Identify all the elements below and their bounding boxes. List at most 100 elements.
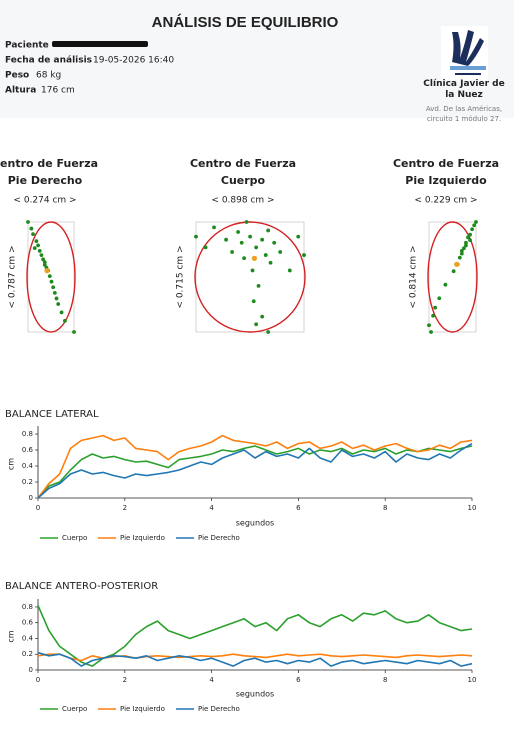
- redacted-name: [52, 41, 148, 47]
- point: [63, 318, 67, 323]
- point: [194, 234, 198, 239]
- confidence-ellipse: [26, 221, 76, 333]
- point: [254, 322, 259, 327]
- point: [239, 240, 244, 245]
- point: [56, 302, 61, 306]
- mean-point: [44, 268, 50, 274]
- report-title: ANÁLISIS DE EQUILIBRIO: [152, 14, 339, 31]
- point: [431, 313, 436, 318]
- x-tick-label: 2: [123, 504, 127, 512]
- panel-subtitle: Pie Derecho: [8, 174, 83, 187]
- point: [429, 330, 433, 334]
- confidence-ellipse: [194, 221, 306, 333]
- point: [260, 237, 265, 242]
- point: [34, 239, 39, 244]
- x-tick-label: 0: [36, 676, 40, 684]
- legend-label: Pie Izquierdo: [120, 534, 165, 542]
- point: [47, 274, 52, 278]
- point: [248, 234, 253, 239]
- panel-title: Centro de Fuerza: [190, 157, 296, 170]
- point: [474, 220, 478, 224]
- point: [230, 250, 234, 254]
- point: [251, 299, 256, 304]
- header-band: [0, 0, 514, 118]
- point: [468, 232, 472, 237]
- series-line: [37, 442, 473, 499]
- point: [52, 290, 57, 295]
- point: [437, 296, 442, 301]
- point: [29, 226, 34, 231]
- height-label: < 0.715 cm >: [176, 245, 186, 308]
- x-axis-label: segundos: [236, 690, 274, 699]
- point: [466, 235, 470, 240]
- y-tick-label: 0.2: [22, 478, 33, 486]
- point: [49, 279, 54, 284]
- y-tick-label: 0: [29, 666, 33, 674]
- x-tick-label: 10: [468, 676, 477, 684]
- point: [51, 285, 56, 290]
- y-tick-label: 0.8: [22, 603, 33, 611]
- panel-subtitle: Pie Izquierdo: [405, 174, 487, 187]
- point: [266, 228, 271, 233]
- point: [59, 310, 64, 315]
- point: [54, 296, 59, 301]
- point: [42, 260, 47, 265]
- height-label: < 0.787 cm >: [8, 245, 18, 308]
- point: [256, 283, 261, 288]
- clinic-logo: [441, 26, 488, 80]
- x-tick-label: 6: [296, 676, 301, 684]
- clinic-name: Clínica Javier de la Nuez: [423, 79, 505, 100]
- point: [31, 232, 35, 237]
- point: [287, 268, 292, 273]
- series-line: [37, 434, 473, 499]
- point: [212, 225, 216, 230]
- point: [302, 253, 306, 257]
- point: [72, 330, 76, 334]
- y-tick-label: 0.6: [22, 619, 34, 627]
- legend-label: Cuerpo: [62, 534, 87, 542]
- point: [459, 251, 464, 256]
- y-tick-label: 0.8: [22, 430, 33, 438]
- point: [37, 249, 42, 253]
- y-tick-label: 0.2: [22, 650, 33, 658]
- x-tick-label: 8: [383, 676, 387, 684]
- x-tick-label: 8: [383, 504, 387, 512]
- point: [472, 223, 477, 228]
- y-axis-label: cm: [7, 630, 16, 642]
- chart-title: BALANCE LATERAL: [5, 409, 99, 420]
- confidence-ellipse: [427, 221, 478, 333]
- x-tick-label: 2: [123, 676, 127, 684]
- x-tick-label: 4: [209, 504, 214, 512]
- point: [244, 220, 249, 224]
- point: [464, 240, 468, 245]
- field-value: 19-05-2026 16:40: [93, 56, 174, 66]
- series-line: [37, 651, 473, 667]
- point: [266, 330, 271, 334]
- point: [242, 256, 247, 261]
- width-label: < 0.229 cm >: [414, 196, 477, 206]
- field-value: 176 cm: [41, 86, 75, 96]
- legend-label: Pie Izquierdo: [120, 705, 165, 713]
- point: [464, 243, 468, 248]
- point: [470, 227, 475, 232]
- x-tick-label: 10: [468, 504, 477, 512]
- point: [427, 323, 431, 328]
- point: [461, 246, 466, 251]
- point: [468, 238, 472, 243]
- point: [457, 255, 462, 260]
- x-tick-label: 0: [36, 504, 40, 512]
- field-value: 68 kg: [36, 71, 61, 81]
- point: [459, 249, 464, 253]
- field-label: Fecha de análisis: [5, 56, 92, 66]
- point: [451, 269, 456, 274]
- point: [263, 253, 268, 257]
- point: [236, 230, 240, 234]
- point: [433, 305, 438, 310]
- x-axis-label: segundos: [236, 519, 274, 528]
- point: [260, 314, 265, 319]
- point: [296, 234, 301, 239]
